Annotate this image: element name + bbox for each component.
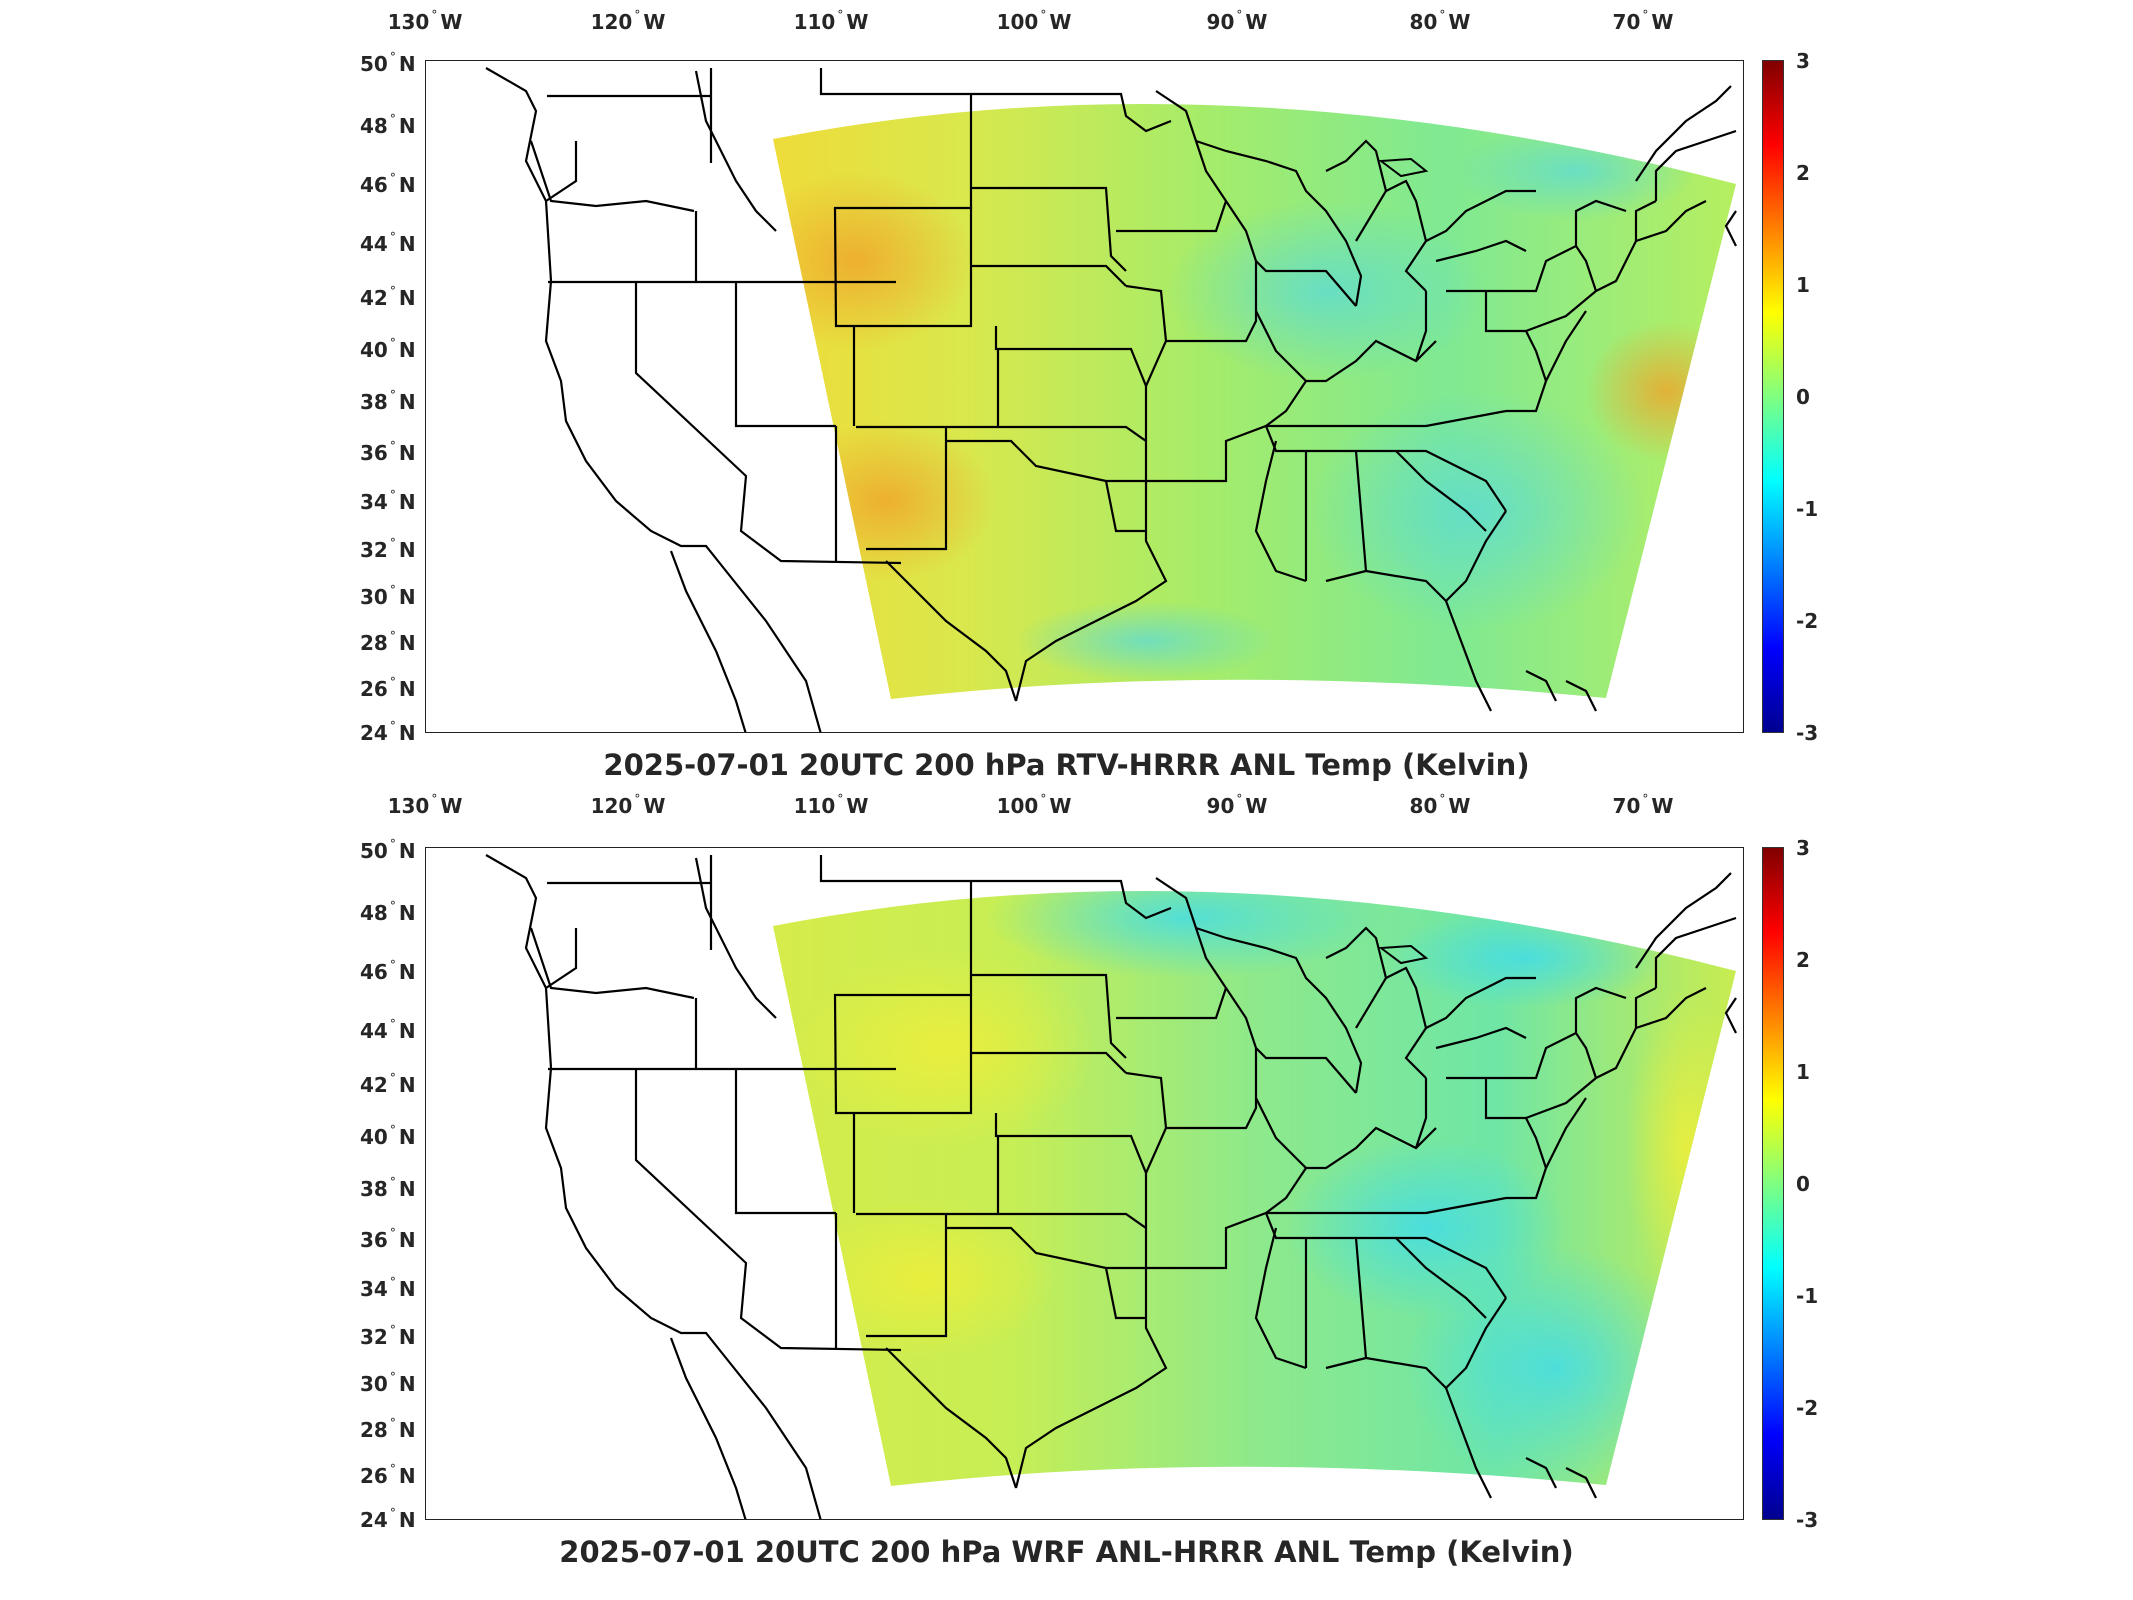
lat-label: 28 ° N [360,1416,416,1442]
colorbar-tick-label: 0 [1796,385,1810,409]
lat-label: 46 ° N [360,171,416,197]
lon-label: 130 ° W [387,8,463,34]
colorbar-tick-label: -3 [1796,1508,1819,1532]
lon-label: 70 ° W [1612,8,1674,34]
lat-label: 30 ° N [360,583,416,609]
lat-label: 48 ° N [360,899,416,925]
lon-label: 70 ° W [1612,792,1674,818]
lat-label: 44 ° N [360,230,416,256]
lat-label: 36 ° N [360,439,416,465]
lat-label: 32 ° N [360,536,416,562]
lat-label: 38 ° N [360,1175,416,1201]
lon-label: 90 ° W [1206,792,1268,818]
lat-label: 42 ° N [360,1071,416,1097]
lon-label: 130 ° W [387,792,463,818]
colorbar-tick-label: -2 [1796,609,1819,633]
lat-label: 50 ° N [360,50,416,76]
lon-label: 100 ° W [996,792,1072,818]
lake-outline [1378,157,1429,178]
colorbar-tick-label: 1 [1796,273,1810,297]
lat-label: 24 ° N [360,1506,416,1532]
lat-label: 32 ° N [360,1323,416,1349]
lon-label: 90 ° W [1206,8,1268,34]
lat-label: 26 ° N [360,675,416,701]
colorbar-tick-label: 2 [1796,161,1810,185]
lon-label: 80 ° W [1409,8,1471,34]
lat-label: 50 ° N [360,837,416,863]
colorbar-tick-label: -1 [1796,1284,1819,1308]
map-panel-top: 130 ° W 120 ° W 110 ° W 100 ° W 90 ° W 80 ° W 70 ° W 5… [0,0,2133,790]
colorbar [1762,847,1784,1520]
lon-label: 100 ° W [996,8,1072,34]
lake-outline [1378,944,1429,965]
coastlines-and-borders [485,67,1737,732]
colorbar-tick-label: 3 [1796,49,1810,73]
colorbar-tick-label: -1 [1796,497,1819,521]
lat-label: 36 ° N [360,1226,416,1252]
lat-label: 34 ° N [360,488,416,514]
colorbar-tick-label: 1 [1796,1060,1810,1084]
colorbar-tick-label: 2 [1796,948,1810,972]
coastlines-and-borders [485,854,1737,1519]
lon-label: 120 ° W [590,792,666,818]
lat-label: 48 ° N [360,112,416,138]
lat-label: 42 ° N [360,284,416,310]
panel-title: 2025-07-01 20UTC 200 hPa WRF ANL-HRRR AN… [559,1535,1574,1569]
colorbar-tick-label: 3 [1796,836,1810,860]
lat-label: 30 ° N [360,1370,416,1396]
lat-label: 44 ° N [360,1017,416,1043]
panel-title: 2025-07-01 20UTC 200 hPa RTV-HRRR ANL Te… [603,748,1530,782]
map-frame [425,847,1744,1520]
lon-label: 110 ° W [793,8,869,34]
colorbar-tick-label: -3 [1796,721,1819,745]
lat-label: 34 ° N [360,1275,416,1301]
lat-label: 28 ° N [360,629,416,655]
lon-label: 110 ° W [793,792,869,818]
lon-label: 120 ° W [590,8,666,34]
map-frame [425,60,1744,733]
lon-label: 80 ° W [1409,792,1471,818]
map-panel-bottom: 130 ° W 120 ° W 110 ° W 100 ° W 90 ° W 80 ° W 70 ° W 5… [0,790,2133,1600]
lat-label: 40 ° N [360,1123,416,1149]
map-canvas [485,854,1737,1519]
lat-label: 24 ° N [360,719,416,745]
lat-label: 40 ° N [360,336,416,362]
lat-label: 38 ° N [360,388,416,414]
lat-label: 46 ° N [360,958,416,984]
colorbar-tick-label: -2 [1796,1396,1819,1420]
lat-label: 26 ° N [360,1462,416,1488]
colorbar-tick-label: 0 [1796,1172,1810,1196]
map-canvas [485,67,1737,732]
colorbar [1762,60,1784,733]
